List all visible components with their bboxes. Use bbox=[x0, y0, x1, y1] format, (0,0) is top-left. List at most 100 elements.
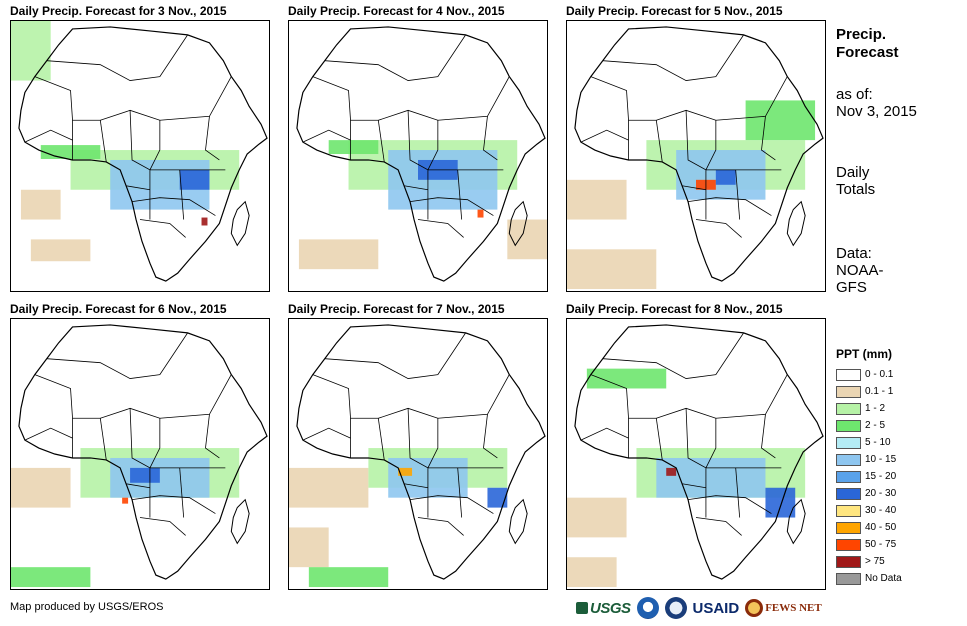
legend-item: 0.1 - 1 bbox=[836, 383, 902, 400]
legend-label: 0 - 0.1 bbox=[865, 369, 894, 380]
data-source-line: Data: bbox=[836, 245, 872, 262]
africa-map-svg bbox=[11, 21, 268, 282]
legend-rows: 0 - 0.1 0.1 - 1 1 - 2 2 - 5 5 - 10 10 - 15 15 … bbox=[836, 366, 902, 587]
africa-coastline bbox=[296, 324, 546, 580]
legend-item: 20 - 30 bbox=[836, 485, 902, 502]
fews-globe-icon bbox=[745, 599, 764, 617]
panel-title: Daily Precip. Forecast for 7 Nov., 2015 bbox=[288, 302, 505, 316]
country-border bbox=[324, 34, 466, 81]
precip-patch bbox=[11, 467, 71, 508]
country-border bbox=[410, 197, 494, 216]
usaid-logo: USAID bbox=[693, 600, 740, 617]
usgs-logo: USGS bbox=[576, 600, 631, 617]
precip-map bbox=[566, 20, 826, 292]
panel-title: Daily Precip. Forecast for 4 Nov., 2015 bbox=[288, 4, 505, 18]
legend-label: 50 - 75 bbox=[865, 539, 897, 550]
madagascar-outline bbox=[230, 498, 250, 545]
precip-patch bbox=[586, 368, 667, 389]
legend-swatch bbox=[836, 555, 861, 568]
country-border bbox=[132, 197, 216, 216]
country-border bbox=[735, 467, 741, 518]
side-title-line: Forecast bbox=[836, 44, 899, 61]
country-border bbox=[695, 219, 742, 238]
precip-patch bbox=[201, 217, 208, 226]
country-border bbox=[417, 517, 464, 536]
country-border bbox=[457, 169, 463, 220]
precip-patch bbox=[289, 467, 369, 508]
precip-patch bbox=[179, 169, 210, 190]
precip-patch bbox=[308, 567, 389, 588]
country-border bbox=[312, 76, 510, 121]
country-border bbox=[457, 467, 463, 518]
country-border bbox=[655, 418, 663, 461]
country-border bbox=[99, 418, 107, 461]
precip-patch bbox=[477, 209, 484, 218]
country-border bbox=[139, 517, 186, 536]
country-border bbox=[126, 185, 150, 191]
legend-item: 30 - 40 bbox=[836, 502, 902, 519]
country-border bbox=[46, 332, 188, 379]
country-border bbox=[735, 169, 741, 220]
country-border bbox=[324, 332, 466, 379]
legend-item: 15 - 20 bbox=[836, 468, 902, 485]
country-border bbox=[205, 116, 220, 161]
country-border bbox=[149, 418, 161, 469]
precip-patch bbox=[666, 467, 677, 476]
precip-patch bbox=[20, 189, 61, 220]
panel-title: Daily Precip. Forecast for 5 Nov., 2015 bbox=[566, 4, 783, 18]
data-source-line: NOAA- bbox=[836, 262, 884, 279]
precip-map bbox=[288, 20, 548, 292]
legend-swatch bbox=[836, 470, 861, 483]
country-border bbox=[404, 185, 428, 191]
precip-map bbox=[288, 318, 548, 590]
legend-label: No Data bbox=[865, 573, 902, 584]
country-border bbox=[126, 483, 150, 489]
country-border bbox=[655, 120, 663, 163]
country-border bbox=[761, 414, 776, 459]
legend-swatch bbox=[836, 385, 861, 398]
usgs-logo-text: USGS bbox=[590, 599, 631, 617]
panel-title: Daily Precip. Forecast for 3 Nov., 2015 bbox=[10, 4, 227, 18]
credit-text: Map produced by USGS/EROS bbox=[10, 601, 164, 613]
country-border bbox=[24, 427, 73, 441]
country-border bbox=[132, 495, 216, 514]
africa-coastline bbox=[18, 324, 268, 580]
noaa-seal-icon bbox=[636, 597, 659, 619]
precip-patch bbox=[487, 487, 508, 508]
legend-title: PPT (mm) bbox=[836, 347, 893, 361]
doi-logo bbox=[664, 597, 687, 619]
legend-label: 0.1 - 1 bbox=[865, 386, 894, 397]
africa-coastline bbox=[296, 26, 546, 282]
country-border bbox=[580, 427, 629, 441]
ppt-legend: PPT (mm) 0 - 0.1 0.1 - 1 1 - 2 2 - 5 5 - 10 1… bbox=[836, 347, 902, 587]
legend-item: 50 - 75 bbox=[836, 536, 902, 553]
precip-patch bbox=[507, 219, 547, 260]
usgs-wave-icon bbox=[576, 602, 588, 614]
country-border bbox=[705, 120, 717, 171]
totals-line: Daily bbox=[836, 164, 870, 181]
legend-swatch bbox=[836, 521, 861, 534]
data-source-block: Data: NOAA- GFS bbox=[836, 245, 884, 296]
madagascar-outline bbox=[786, 200, 806, 247]
precip-map bbox=[10, 20, 270, 292]
country-border bbox=[602, 332, 744, 379]
country-border bbox=[205, 414, 220, 459]
africa-coastline bbox=[574, 324, 824, 580]
fews-logo: FEWS NET bbox=[745, 599, 822, 617]
agency-logos: USGS USAID FEWS NET bbox=[576, 595, 828, 621]
doi-seal-icon bbox=[664, 597, 687, 619]
side-title-line: Precip. bbox=[836, 26, 887, 43]
country-border bbox=[427, 418, 439, 469]
country-border bbox=[483, 414, 498, 459]
country-border bbox=[377, 120, 385, 163]
country-border bbox=[682, 483, 706, 489]
country-border bbox=[410, 495, 494, 514]
country-border bbox=[139, 219, 186, 238]
country-border bbox=[404, 483, 428, 489]
madagascar-outline bbox=[508, 200, 528, 247]
precip-patch bbox=[656, 457, 766, 498]
legend-label: 20 - 30 bbox=[865, 488, 897, 499]
precip-patch bbox=[398, 467, 413, 476]
precip-patch bbox=[40, 145, 101, 159]
precip-patch bbox=[567, 557, 617, 588]
